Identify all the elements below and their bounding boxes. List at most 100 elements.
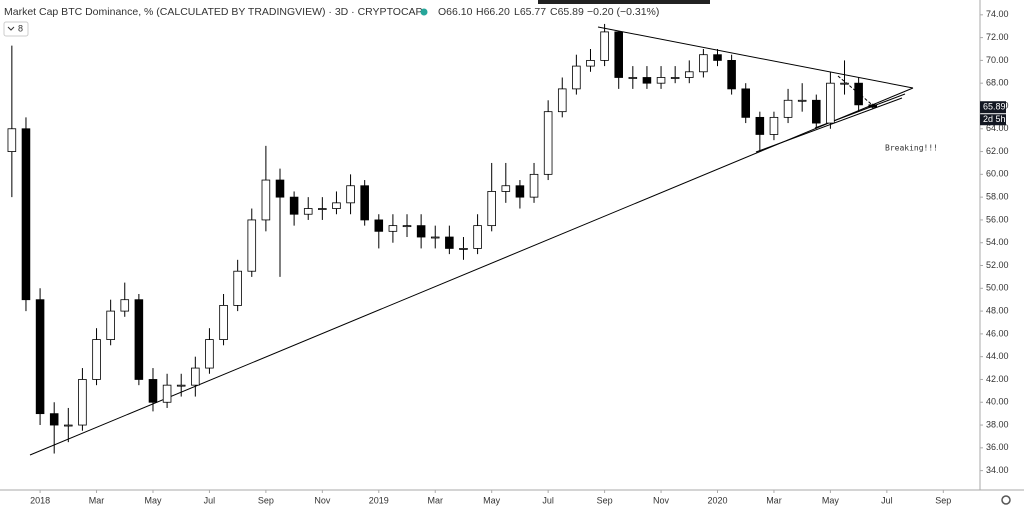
candle-body — [275, 179, 285, 198]
candle-body — [374, 219, 384, 232]
ohlc-close: C65.89 — [550, 6, 584, 18]
x-tick-label: Jul — [542, 495, 554, 505]
y-tick-label: 70.00 — [986, 55, 1009, 65]
y-tick-label: 60.00 — [986, 169, 1009, 179]
candle-body — [402, 225, 412, 228]
candle-body — [388, 225, 398, 232]
x-tick-label: May — [144, 495, 162, 505]
dashed-line — [837, 75, 877, 109]
last-price-label: 65.89 — [983, 102, 1006, 112]
candle-body — [684, 71, 694, 78]
indicator-toggle[interactable] — [3, 21, 29, 37]
candle-body — [106, 310, 115, 340]
candle-body — [543, 111, 553, 175]
y-tick-label: 44.00 — [986, 351, 1009, 361]
candle-body — [868, 104, 878, 108]
candle-body — [416, 225, 426, 238]
candle-body — [120, 299, 130, 312]
candle-body — [854, 82, 863, 106]
candle-body — [670, 77, 680, 79]
candle-body — [755, 116, 765, 135]
candle-body — [318, 208, 327, 210]
y-tick-label: 42.00 — [986, 374, 1009, 384]
candle-body — [572, 65, 581, 90]
ohlc-low: L65.77 — [514, 6, 546, 18]
y-tick-label: 50.00 — [986, 283, 1009, 293]
countdown-label: 2d 5h — [983, 114, 1006, 124]
y-tick-label: 72.00 — [986, 32, 1009, 42]
candle-body — [176, 384, 186, 387]
candle-body — [473, 225, 482, 249]
candle-body — [332, 202, 341, 209]
y-tick-label: 74.00 — [986, 9, 1009, 19]
y-tick-label: 56.00 — [986, 214, 1009, 224]
candle-body — [628, 77, 638, 79]
candle-body — [346, 185, 355, 204]
support-line — [29, 87, 914, 456]
candle-body — [557, 88, 567, 113]
y-tick-label: 64.00 — [986, 123, 1009, 133]
candle-body — [289, 196, 299, 215]
y-tick-label: 48.00 — [986, 305, 1009, 315]
x-tick-label: 2020 — [707, 495, 727, 505]
candle-body — [487, 191, 496, 227]
settings-icon[interactable] — [1001, 495, 1011, 505]
candle-body — [586, 59, 595, 67]
candle-body — [741, 88, 751, 118]
candle-body — [699, 54, 708, 73]
candle-body — [49, 413, 59, 426]
chevron-icon — [7, 26, 15, 31]
candle-body — [430, 236, 440, 239]
status-dot — [420, 8, 428, 16]
x-tick-label: Jul — [204, 495, 216, 505]
y-tick-label: 38.00 — [986, 419, 1009, 429]
y-tick-label: 62.00 — [986, 146, 1009, 156]
x-tick-label: 2019 — [369, 495, 389, 505]
candle-body — [727, 59, 736, 90]
candle-body — [191, 367, 200, 386]
candle-body — [360, 185, 369, 221]
candle-body — [614, 31, 623, 78]
y-tick-label: 58.00 — [986, 192, 1009, 202]
x-tick-label: Sep — [597, 495, 613, 505]
inner-support-line — [755, 97, 903, 153]
candle-body — [78, 379, 87, 426]
trendlines — [29, 26, 914, 456]
x-tick-label: 2018 — [30, 495, 50, 505]
candle-body — [205, 339, 214, 369]
last-price-box — [980, 101, 1006, 114]
candle-body — [600, 31, 609, 61]
candle-body — [501, 185, 511, 192]
x-tick-label: May — [822, 495, 840, 505]
candle-body — [162, 384, 172, 403]
candle-body — [134, 299, 144, 380]
candle-body — [529, 173, 539, 198]
candle-body — [826, 82, 835, 124]
ohlc-change: −0.20 (−0.31%) — [587, 6, 659, 18]
x-tick-label: Nov — [314, 495, 331, 505]
y-tick-label: 54.00 — [986, 237, 1009, 247]
candle-body — [797, 99, 807, 102]
candle-body — [303, 208, 313, 215]
x-tick-label: Jul — [881, 495, 893, 505]
candle-body — [840, 82, 849, 85]
candle-body — [515, 185, 525, 198]
x-tick-label: Sep — [258, 495, 274, 505]
candle-body — [783, 99, 793, 118]
x-tick-label: Mar — [766, 495, 782, 505]
countdown-box — [980, 114, 1006, 126]
y-tick-label: 34.00 — [986, 465, 1009, 475]
candle-body — [219, 304, 228, 340]
candle-body — [261, 179, 271, 221]
toolbar-strip — [538, 0, 710, 4]
candle-body — [247, 219, 257, 272]
y-tick-label: 36.00 — [986, 442, 1009, 452]
candle-body — [21, 128, 31, 301]
resistance-line — [597, 26, 914, 89]
candle-body — [7, 128, 17, 152]
x-tick-label: Nov — [653, 495, 670, 505]
candle-body — [445, 236, 454, 249]
y-tick-label: 46.00 — [986, 328, 1009, 338]
x-tick-label: Sep — [935, 495, 951, 505]
